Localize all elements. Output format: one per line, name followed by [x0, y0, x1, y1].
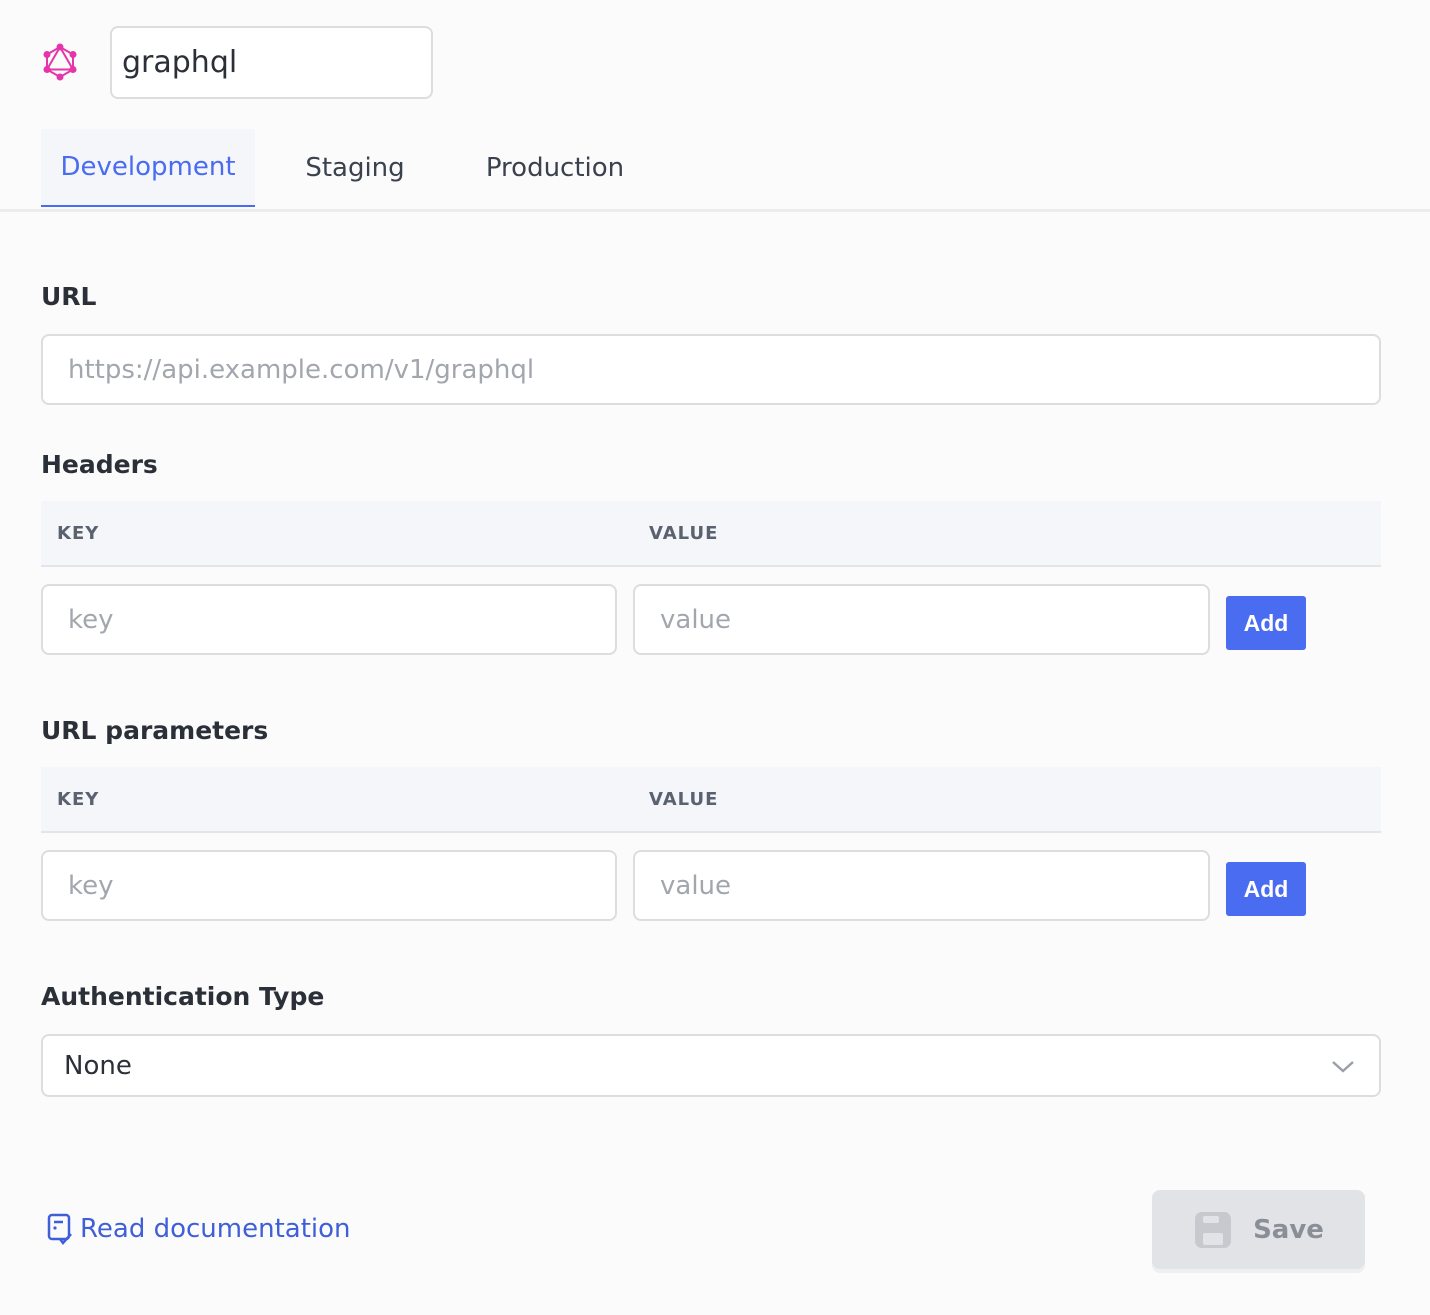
chevron-down-icon [1332, 1061, 1354, 1073]
url-label: URL [41, 282, 97, 311]
headers-table-header: KEY VALUE [41, 501, 1381, 567]
tab-production[interactable]: Production [485, 153, 625, 183]
auth-selected-value: None [64, 1050, 132, 1081]
auth-type-select[interactable]: None [41, 1034, 1381, 1097]
param-key-input[interactable]: key [41, 850, 617, 921]
auth-label: Authentication Type [41, 982, 325, 1011]
url-params-table-header: KEY VALUE [41, 767, 1381, 833]
header-value-input[interactable]: value [633, 584, 1210, 655]
tab-divider [0, 209, 1430, 212]
header-key-input[interactable]: key [41, 584, 617, 655]
tab-staging[interactable]: Staging [305, 153, 405, 183]
add-param-button[interactable]: Add [1226, 862, 1306, 916]
key-column: KEY [57, 789, 100, 810]
url-input[interactable]: https://api.example.com/v1/graphql [41, 334, 1381, 405]
value-column: VALUE [649, 523, 719, 544]
name-input[interactable]: graphql [110, 26, 433, 99]
param-value-input[interactable]: value [633, 850, 1210, 921]
save-button[interactable]: Save [1152, 1190, 1365, 1269]
tab-development[interactable]: Development [41, 129, 255, 207]
url-params-label: URL parameters [41, 716, 269, 745]
read-documentation-label: Read documentation [80, 1214, 351, 1244]
save-icon [1195, 1211, 1232, 1248]
key-column: KEY [57, 523, 100, 544]
graphql-logo-icon [43, 43, 77, 81]
save-label: Save [1253, 1214, 1324, 1245]
value-column: VALUE [649, 789, 719, 810]
add-header-button[interactable]: Add [1226, 596, 1306, 650]
read-documentation-link[interactable]: Read documentation [46, 1212, 351, 1246]
headers-label: Headers [41, 450, 158, 479]
documentation-icon [47, 1213, 72, 1245]
